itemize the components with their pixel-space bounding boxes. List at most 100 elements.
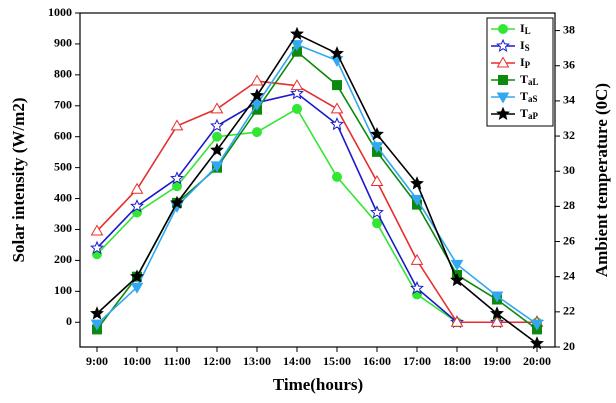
legend-label: IL — [520, 21, 531, 36]
point — [450, 259, 464, 271]
point — [410, 280, 424, 295]
y2-tick-label: 22 — [563, 304, 575, 318]
legend-label: TaL — [520, 72, 539, 87]
point — [290, 40, 304, 52]
y-tick-label: 0 — [66, 314, 72, 328]
point — [496, 56, 510, 68]
point — [496, 106, 510, 120]
y-tick-label: 400 — [54, 190, 72, 204]
point — [490, 291, 504, 303]
point — [410, 176, 424, 190]
point — [210, 161, 224, 173]
point — [90, 319, 104, 331]
y2-tick-label: 38 — [563, 22, 575, 36]
x-tick-label: 19:00 — [483, 354, 511, 368]
y-tick-label: 600 — [54, 128, 72, 142]
point — [332, 171, 342, 182]
point — [450, 315, 464, 327]
x-tick-label: 13:00 — [243, 354, 271, 368]
x-tick-label: 17:00 — [403, 354, 431, 368]
point — [490, 315, 504, 327]
point — [170, 195, 184, 209]
legend: IL IS IP TaL TaS TaP — [486, 17, 554, 127]
x-tick-label: 14:00 — [283, 354, 311, 368]
point — [290, 26, 304, 40]
point — [498, 75, 508, 85]
point — [292, 103, 302, 114]
point — [410, 253, 424, 265]
point — [170, 171, 184, 185]
y-tick-label: 500 — [54, 159, 72, 173]
point — [496, 38, 510, 52]
x-tick-label: 10:00 — [123, 354, 151, 368]
legend-box — [486, 17, 554, 127]
point — [212, 131, 222, 142]
point — [372, 218, 382, 229]
y2-tick-label: 20 — [563, 339, 575, 353]
y2-tick-label: 28 — [563, 198, 575, 212]
y-tick-label: 300 — [54, 221, 72, 235]
point — [210, 118, 224, 132]
point — [370, 127, 384, 141]
point — [450, 272, 464, 287]
point — [130, 199, 144, 213]
y-axis-title: Solar intensity (W/m2) — [9, 98, 28, 263]
point — [90, 240, 104, 254]
point — [530, 336, 544, 350]
x-tick-label: 15:00 — [323, 354, 351, 368]
series-line — [96, 92, 537, 324]
y2-tick-label: 34 — [563, 93, 575, 107]
series-line — [96, 50, 538, 331]
point — [130, 282, 144, 294]
y2-tick-label: 30 — [563, 163, 575, 177]
point — [332, 80, 342, 91]
point — [210, 142, 224, 157]
x-tick-label: 9:00 — [86, 354, 108, 368]
series-line — [96, 107, 537, 324]
x-tick-label: 18:00 — [443, 354, 471, 368]
point — [170, 119, 184, 131]
point — [250, 99, 264, 111]
point — [498, 24, 508, 34]
point — [370, 175, 384, 187]
point — [490, 306, 504, 320]
point — [250, 74, 264, 86]
point — [370, 142, 384, 154]
legend-label: IP — [520, 55, 531, 70]
x-axis-title: Time(hours) — [273, 375, 363, 394]
point — [290, 79, 304, 91]
x-tick-label: 16:00 — [363, 354, 391, 368]
legend-label: IS — [520, 38, 530, 53]
y2-tick-label: 26 — [563, 233, 575, 247]
point — [370, 205, 384, 219]
point — [250, 88, 264, 102]
y-tick-label: 100 — [54, 283, 72, 297]
point — [130, 182, 144, 194]
point — [90, 306, 104, 320]
point — [90, 224, 104, 236]
point — [330, 117, 344, 131]
y-tick-label: 200 — [54, 252, 72, 266]
point — [290, 86, 304, 100]
x-tick-label: 11:00 — [163, 354, 190, 368]
point — [210, 102, 224, 114]
series-line — [96, 33, 538, 345]
point — [252, 127, 262, 138]
point — [330, 46, 344, 60]
series-line — [96, 43, 538, 325]
point — [496, 92, 510, 104]
y2-tick-label: 36 — [563, 57, 575, 71]
y-tick-label: 800 — [54, 67, 72, 81]
y2-axis-title: Ambient temperature (0C) — [592, 83, 611, 277]
legend-label: TaS — [520, 89, 538, 104]
y-tick-label: 700 — [54, 98, 72, 112]
point — [410, 194, 424, 206]
point — [530, 319, 544, 331]
x-tick-label: 20:00 — [523, 354, 551, 368]
y2-tick-label: 32 — [563, 128, 575, 142]
x-tick-label: 12:00 — [203, 354, 231, 368]
point — [130, 269, 144, 283]
series-line — [96, 80, 537, 324]
y2-tick-label: 24 — [563, 268, 575, 282]
